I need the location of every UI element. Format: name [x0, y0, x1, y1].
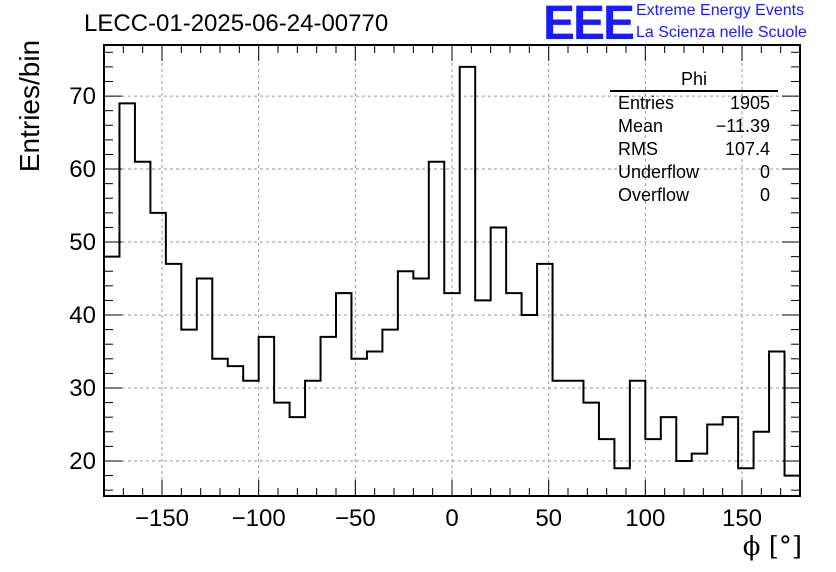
stats-row-mean: Mean −11.39: [610, 115, 778, 138]
y-tick-label: 70: [69, 83, 96, 110]
x-tick-label: 0: [445, 505, 458, 532]
stats-label: Underflow: [618, 162, 700, 182]
stats-value: 0: [759, 185, 770, 205]
stats-row-underflow: Underflow 0: [610, 161, 778, 184]
y-tick-label: 60: [69, 156, 96, 183]
brand-line-2: La Scienza nelle Scuole: [636, 24, 807, 41]
histogram-line: [104, 65, 800, 477]
brand-line-1: Extreme Energy Events: [636, 2, 805, 19]
x-tick-label: 50: [535, 505, 562, 532]
y-tick-label: 50: [69, 229, 96, 256]
stats-box: Phi Entries 1905 Mean −11.39 RMS 107.4 U…: [610, 68, 778, 207]
stats-value: 107.4: [724, 139, 770, 159]
y-tick-label: 20: [69, 448, 96, 475]
stats-row-rms: RMS 107.4: [610, 138, 778, 161]
stats-row-entries: Entries 1905: [610, 92, 778, 115]
stats-label: RMS: [618, 139, 658, 159]
y-axis-label: Entries/bin: [14, 39, 45, 173]
stats-label: Overflow: [618, 185, 690, 205]
x-tick-label: 100: [625, 505, 665, 532]
stats-title: Phi: [610, 68, 778, 92]
stats-label: Entries: [618, 93, 675, 113]
x-tick-label: −150: [135, 505, 189, 532]
stats-row-overflow: Overflow 0: [610, 184, 778, 207]
x-tick-label: −50: [335, 505, 376, 532]
stats-value: −11.39: [715, 116, 770, 136]
x-tick-label: 150: [722, 505, 762, 532]
y-tick-label: 40: [69, 302, 96, 329]
stats-value: 1905: [729, 93, 770, 113]
stats-value: 0: [759, 162, 770, 182]
chart-title: LECC-01-2025-06-24-00770: [84, 10, 389, 37]
y-tick-label: 30: [69, 375, 96, 402]
x-axis-label: ϕ [°]: [742, 532, 802, 562]
x-tick-label: −100: [232, 505, 286, 532]
stats-label: Mean: [618, 116, 664, 136]
eee-logo: EEE: [543, 0, 635, 50]
